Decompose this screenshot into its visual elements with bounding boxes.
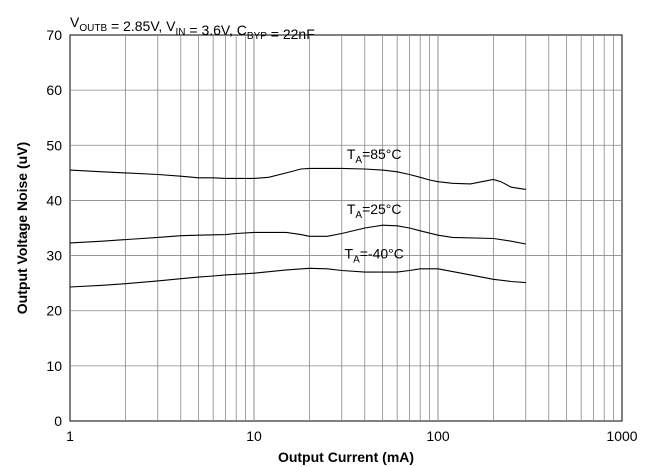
y-tick-labels: 0 10 20 30 40 50 60 70 [46, 27, 62, 429]
x-axis-title: Output Current (mA) [278, 449, 414, 465]
y-axis-title: Output Voltage Noise (uV) [14, 142, 30, 314]
series-label-3: TA=-40°C [345, 245, 404, 265]
y-tick-label: 70 [46, 27, 62, 43]
x-tick-label: 1000 [606, 428, 637, 444]
series-group [69, 167, 526, 288]
series-line-2 [69, 224, 526, 245]
series-labels: TA=85°C TA=25°C TA=-40°C [345, 146, 404, 265]
y-tick-label: 30 [46, 248, 62, 264]
y-tick-label: 20 [46, 303, 62, 319]
x-tick-label: 1 [66, 428, 74, 444]
x-tick-label: 10 [246, 428, 262, 444]
plot-frame [69, 34, 623, 422]
series-line-3 [69, 267, 526, 288]
series-label-2: TA=25°C [347, 201, 402, 221]
grid [70, 35, 622, 421]
y-tick-label: 10 [46, 358, 62, 374]
y-tick-label: 0 [54, 413, 62, 429]
series-line-1 [69, 167, 526, 190]
y-tick-label: 40 [46, 192, 62, 208]
y-tick-label: 50 [46, 137, 62, 153]
x-tick-label: 100 [426, 428, 450, 444]
chart-conditions: VOUTB = 2.85V, VIN = 3.6V, CBYP = 22nF [70, 14, 315, 42]
series-label-1: TA=85°C [347, 146, 402, 166]
y-tick-label: 60 [46, 82, 62, 98]
x-tick-labels: 1 10 100 1000 [66, 428, 638, 444]
